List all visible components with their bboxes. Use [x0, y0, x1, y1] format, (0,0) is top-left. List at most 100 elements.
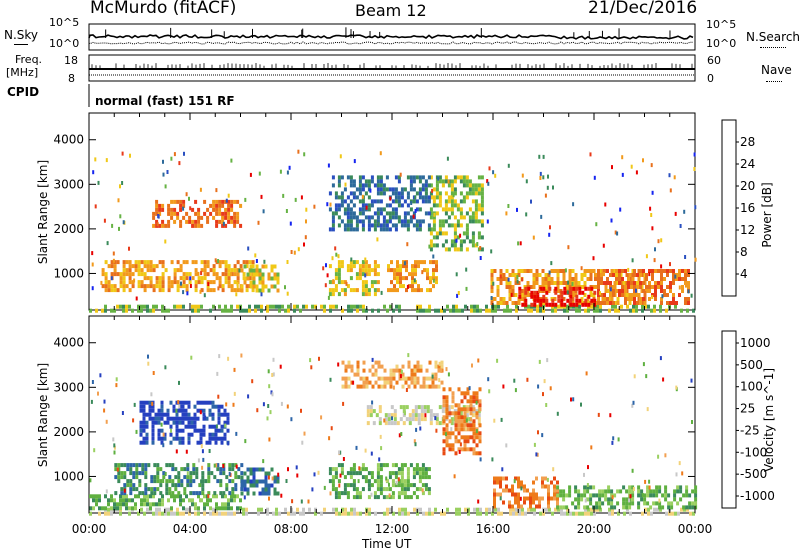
range-cell — [468, 219, 472, 224]
range-cell — [216, 467, 220, 472]
range-cell — [407, 511, 410, 516]
range-cell — [233, 268, 237, 273]
range-cell — [215, 199, 219, 204]
scatter-cell — [516, 207, 518, 212]
scatter-cell — [567, 280, 570, 285]
range-cell — [621, 293, 624, 297]
range-cell — [477, 187, 481, 192]
range-cell — [209, 506, 212, 511]
range-cell — [621, 285, 624, 289]
range-cell — [186, 475, 190, 480]
range-cell — [146, 264, 150, 269]
range-cell — [468, 179, 472, 184]
range-cell — [474, 219, 478, 224]
range-cell — [685, 505, 689, 510]
range-cell — [414, 268, 417, 273]
range-cell — [568, 489, 572, 494]
range-cell — [465, 235, 469, 240]
range-cell — [409, 183, 413, 188]
range-cell — [374, 368, 378, 373]
range-cell — [616, 301, 620, 305]
range-cell — [142, 428, 146, 433]
range-cell — [390, 405, 394, 410]
range-cell — [203, 211, 207, 216]
range-cell — [178, 416, 182, 421]
range-cell — [361, 211, 365, 216]
range-cell — [376, 191, 380, 196]
range-cell — [518, 511, 521, 516]
range-cell — [175, 412, 179, 417]
range-cell — [126, 483, 130, 488]
colorbar-tick-label: -25 — [740, 423, 760, 437]
range-cell — [224, 511, 227, 516]
range-cell — [144, 491, 148, 496]
scatter-cell — [414, 195, 417, 200]
range-cell — [173, 199, 177, 204]
range-cell — [362, 308, 365, 313]
range-cell — [497, 511, 500, 516]
range-cell — [123, 471, 127, 476]
range-cell — [397, 179, 401, 184]
range-cell — [403, 223, 407, 228]
range-cell — [432, 227, 436, 232]
range-cell — [212, 199, 216, 204]
range-cell — [243, 487, 247, 492]
range-cell — [101, 506, 104, 511]
range-cell — [379, 483, 383, 488]
range-cell — [243, 276, 247, 281]
range-cell — [687, 273, 690, 277]
range-cell — [104, 288, 108, 293]
range-cell — [359, 376, 363, 381]
range-cell — [672, 277, 675, 281]
range-cell — [420, 288, 423, 293]
range-cell — [299, 308, 302, 313]
range-cell — [654, 269, 657, 273]
range-cell — [682, 505, 686, 510]
range-cell — [574, 277, 578, 281]
range-cell — [574, 505, 578, 510]
range-cell — [367, 483, 371, 488]
range-cell — [107, 511, 110, 516]
colorbar-tick-label: -1000 — [740, 489, 775, 503]
range-cell — [643, 493, 647, 498]
range-cell — [420, 409, 424, 414]
scatter-cell — [499, 496, 502, 501]
scatter-cell — [199, 410, 202, 415]
range-cell — [352, 227, 356, 232]
range-cell — [375, 413, 379, 418]
range-cell — [355, 495, 359, 500]
range-cell — [152, 502, 155, 507]
range-cell — [424, 471, 428, 476]
range-cell — [227, 502, 230, 507]
range-cell — [499, 297, 503, 301]
range-cell — [496, 277, 500, 281]
range-cell — [370, 471, 374, 476]
range-cell — [160, 400, 164, 405]
range-cell — [361, 268, 365, 273]
scatter-cell — [456, 293, 459, 298]
range-cell — [428, 384, 432, 389]
range-cell — [655, 493, 659, 498]
range-cell — [604, 497, 608, 502]
scatter-cell — [546, 358, 549, 363]
range-cell — [456, 207, 460, 212]
range-cell — [418, 475, 422, 480]
range-cell — [393, 268, 396, 273]
range-cell — [524, 286, 528, 291]
range-cell — [236, 494, 239, 499]
range-cell — [572, 286, 576, 291]
range-cell — [352, 183, 356, 188]
range-cell — [389, 507, 392, 512]
range-cell — [125, 494, 128, 499]
freq-unit-label: [MHz] — [6, 66, 39, 79]
range-cell — [453, 179, 457, 184]
range-cell — [429, 211, 433, 216]
range-cell — [346, 203, 350, 208]
range-cell — [632, 308, 635, 313]
range-cell — [454, 451, 458, 456]
scatter-cell — [268, 384, 271, 389]
range-cell — [550, 281, 554, 285]
range-cell — [179, 304, 182, 309]
scatter-cell — [115, 383, 118, 388]
range-cell — [533, 507, 536, 512]
